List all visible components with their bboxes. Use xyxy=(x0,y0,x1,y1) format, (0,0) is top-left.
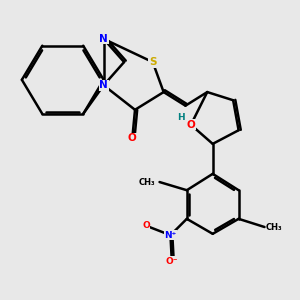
Text: O⁻: O⁻ xyxy=(166,256,178,266)
Text: CH₃: CH₃ xyxy=(266,223,283,232)
Text: O: O xyxy=(187,120,195,130)
Text: O: O xyxy=(142,221,150,230)
Text: N⁺: N⁺ xyxy=(164,231,177,240)
Text: H: H xyxy=(178,113,185,122)
Text: S: S xyxy=(149,57,157,67)
Text: N: N xyxy=(99,34,108,44)
Text: CH₃: CH₃ xyxy=(139,178,155,187)
Text: N: N xyxy=(99,80,108,90)
Text: O: O xyxy=(128,134,137,143)
